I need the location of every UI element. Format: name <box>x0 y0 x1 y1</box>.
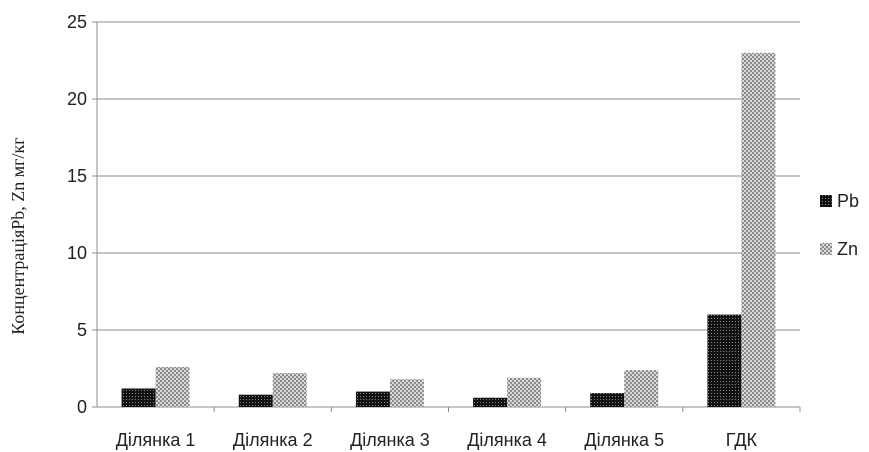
bar-zn-1 <box>155 366 190 407</box>
bar-pb-6 <box>707 314 742 407</box>
y-tick-label: 15 <box>67 166 87 186</box>
category-labels: Ділянка 1 Ділянка 2 Ділянка 3 Ділянка 4 Діля… <box>116 430 758 450</box>
bar-zn-5 <box>624 370 659 407</box>
y-axis-label: КонцентраціяPb, Zn мг/кг <box>8 137 28 334</box>
x-category-label: ГДК <box>726 430 758 450</box>
bars <box>121 52 776 408</box>
bar-zn-4 <box>507 377 542 407</box>
legend-swatch-pb <box>820 195 832 207</box>
bar-zn-2 <box>272 373 307 407</box>
x-category-label: Ділянка 5 <box>584 430 664 450</box>
bar-pb-2 <box>238 394 273 407</box>
legend-label-pb: Pb <box>837 191 859 211</box>
y-tick-label: 25 <box>67 12 87 32</box>
legend: Pb Zn <box>820 191 859 259</box>
bar-pb-3 <box>355 391 390 407</box>
y-tick-label: 20 <box>67 89 87 109</box>
y-tick-label: 5 <box>77 320 87 340</box>
x-category-label: Ділянка 2 <box>233 430 313 450</box>
bar-zn-6 <box>741 52 776 408</box>
x-category-label: Ділянка 1 <box>116 430 196 450</box>
y-tick-label: 0 <box>77 397 87 417</box>
legend-label-zn: Zn <box>837 239 858 259</box>
x-category-label: Ділянка 3 <box>350 430 430 450</box>
bar-pb-4 <box>473 397 508 407</box>
legend-swatch-zn <box>820 243 832 255</box>
bar-pb-5 <box>590 393 625 407</box>
y-tick-labels: 0 5 10 15 20 25 <box>67 12 87 417</box>
axes <box>92 21 801 412</box>
x-category-label: Ділянка 4 <box>467 430 547 450</box>
y-tick-label: 10 <box>67 243 87 263</box>
bar-pb-1 <box>121 388 156 407</box>
grid-lines <box>97 21 800 331</box>
bar-zn-3 <box>389 379 424 407</box>
